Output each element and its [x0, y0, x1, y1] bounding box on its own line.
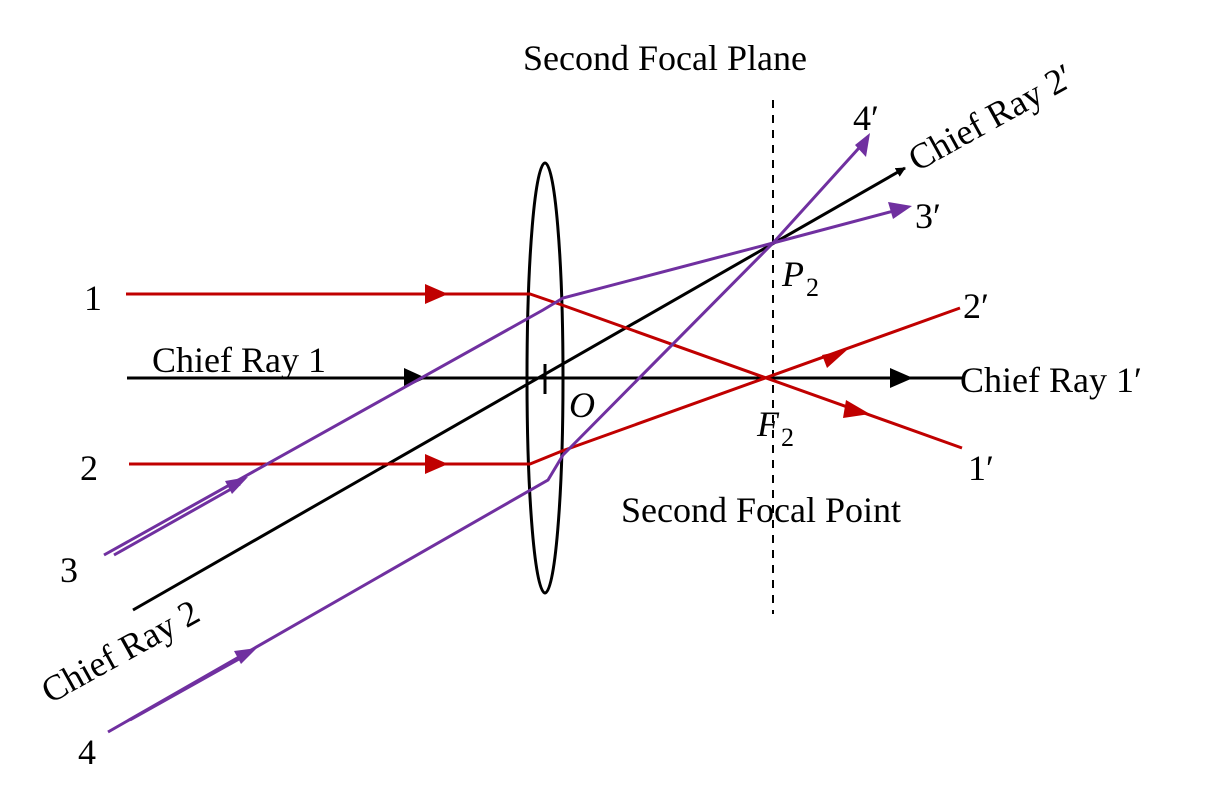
second-focal-plane-label: Second Focal Plane — [523, 38, 807, 78]
chief-ray-2-line — [132, 166, 906, 612]
second-focal-point-label: Second Focal Point — [621, 490, 901, 530]
lens-center-label: O — [569, 385, 595, 425]
ray-1-label: 1 — [84, 278, 102, 318]
ray-2-label: 2 — [80, 448, 98, 488]
ray-1-out-label: 1′ — [968, 448, 994, 488]
ray-4-out-label: 4′ — [853, 98, 879, 138]
ray-3-out-label: 3′ — [915, 196, 941, 236]
chief-ray-2-out-label: Chief Ray 2′ — [901, 56, 1079, 179]
ray-3-label: 3 — [60, 550, 78, 590]
ray-3-line — [103, 206, 906, 557]
focal-point-letter: F — [756, 404, 780, 444]
point-p-letter: P — [781, 254, 804, 294]
ray-3-out-arrowhead-icon — [888, 202, 912, 219]
ray-2-line — [129, 306, 961, 466]
chief-ray-1-out-arrowhead-icon — [890, 368, 913, 388]
ray-4-label: 4 — [78, 732, 96, 772]
ray-4-out-arrowhead-icon — [855, 133, 870, 157]
focal-point-subscript: 2 — [781, 423, 794, 452]
point-p2-label: P2 — [781, 254, 819, 302]
chief-ray-1-label: Chief Ray 1 — [152, 340, 326, 380]
ray-2-out-arrowhead-icon — [822, 350, 847, 368]
ray-1-out-arrowhead-icon — [843, 400, 870, 418]
focal-point-label: F2 — [756, 404, 794, 452]
ray-4-line — [107, 136, 870, 734]
ray-2-out-label: 2′ — [963, 286, 989, 326]
ray-2-arrowhead-icon — [425, 454, 448, 474]
ray-1-line — [126, 292, 963, 450]
chief-ray-1-out-label: Chief Ray 1′ — [960, 360, 1142, 400]
ray-1-arrowhead-icon — [425, 284, 448, 304]
point-p-subscript: 2 — [806, 273, 819, 302]
